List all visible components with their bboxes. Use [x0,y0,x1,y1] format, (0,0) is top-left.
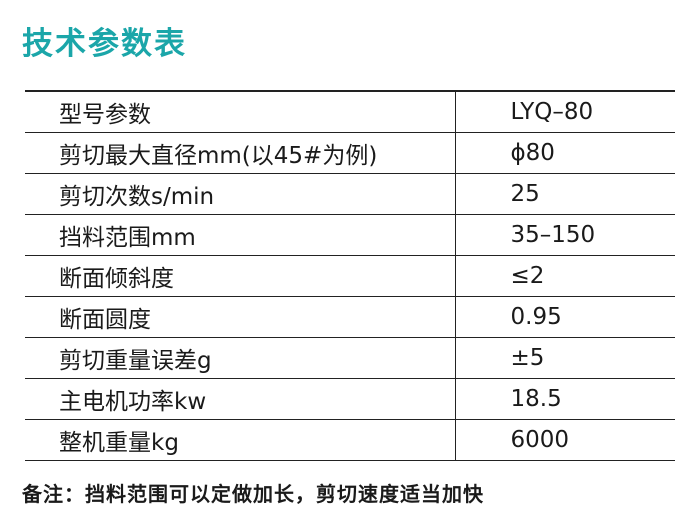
param-value: ϕ80 [455,132,675,174]
table-row: 断面倾斜度 ≤2 [25,255,675,297]
param-name: 挡料范围mm [25,214,456,256]
note: 备注：挡料范围可以定做加长，剪切速度适当加快 [22,482,484,506]
param-value: 6000 [455,419,675,461]
table-row: 剪切重量误差g ±5 [25,337,675,379]
param-value: 0.95 [455,296,675,338]
param-name: 剪切次数s/min [25,173,456,215]
param-name: 断面倾斜度 [25,255,456,297]
spec-table: 型号参数 LYQ–80 剪切最大直径mm(以45#为例) ϕ80 剪切次数s/min 25… [25,90,675,461]
param-name: 型号参数 [25,91,456,133]
title: 技术参数表 [22,26,187,62]
param-value: 25 [455,173,675,215]
table-row: 主电机功率kw 18.5 [25,378,675,420]
param-name: 整机重量kg [25,419,456,461]
table-row: 剪切最大直径mm(以45#为例) ϕ80 [25,132,675,174]
param-value: ≤2 [455,255,675,297]
table-row: 整机重量kg 6000 [25,419,675,461]
param-value: ±5 [455,337,675,379]
param-name: 主电机功率kw [25,378,456,420]
table-row: 剪切次数s/min 25 [25,173,675,215]
table-row: 型号参数 LYQ–80 [25,91,675,133]
param-value: 18.5 [455,378,675,420]
param-name: 剪切最大直径mm(以45#为例) [25,132,456,174]
param-name: 剪切重量误差g [25,337,456,379]
table-row: 挡料范围mm 35–150 [25,214,675,256]
param-value: 35–150 [455,214,675,256]
param-name: 断面圆度 [25,296,456,338]
param-value: LYQ–80 [455,91,675,133]
table-row: 断面圆度 0.95 [25,296,675,338]
